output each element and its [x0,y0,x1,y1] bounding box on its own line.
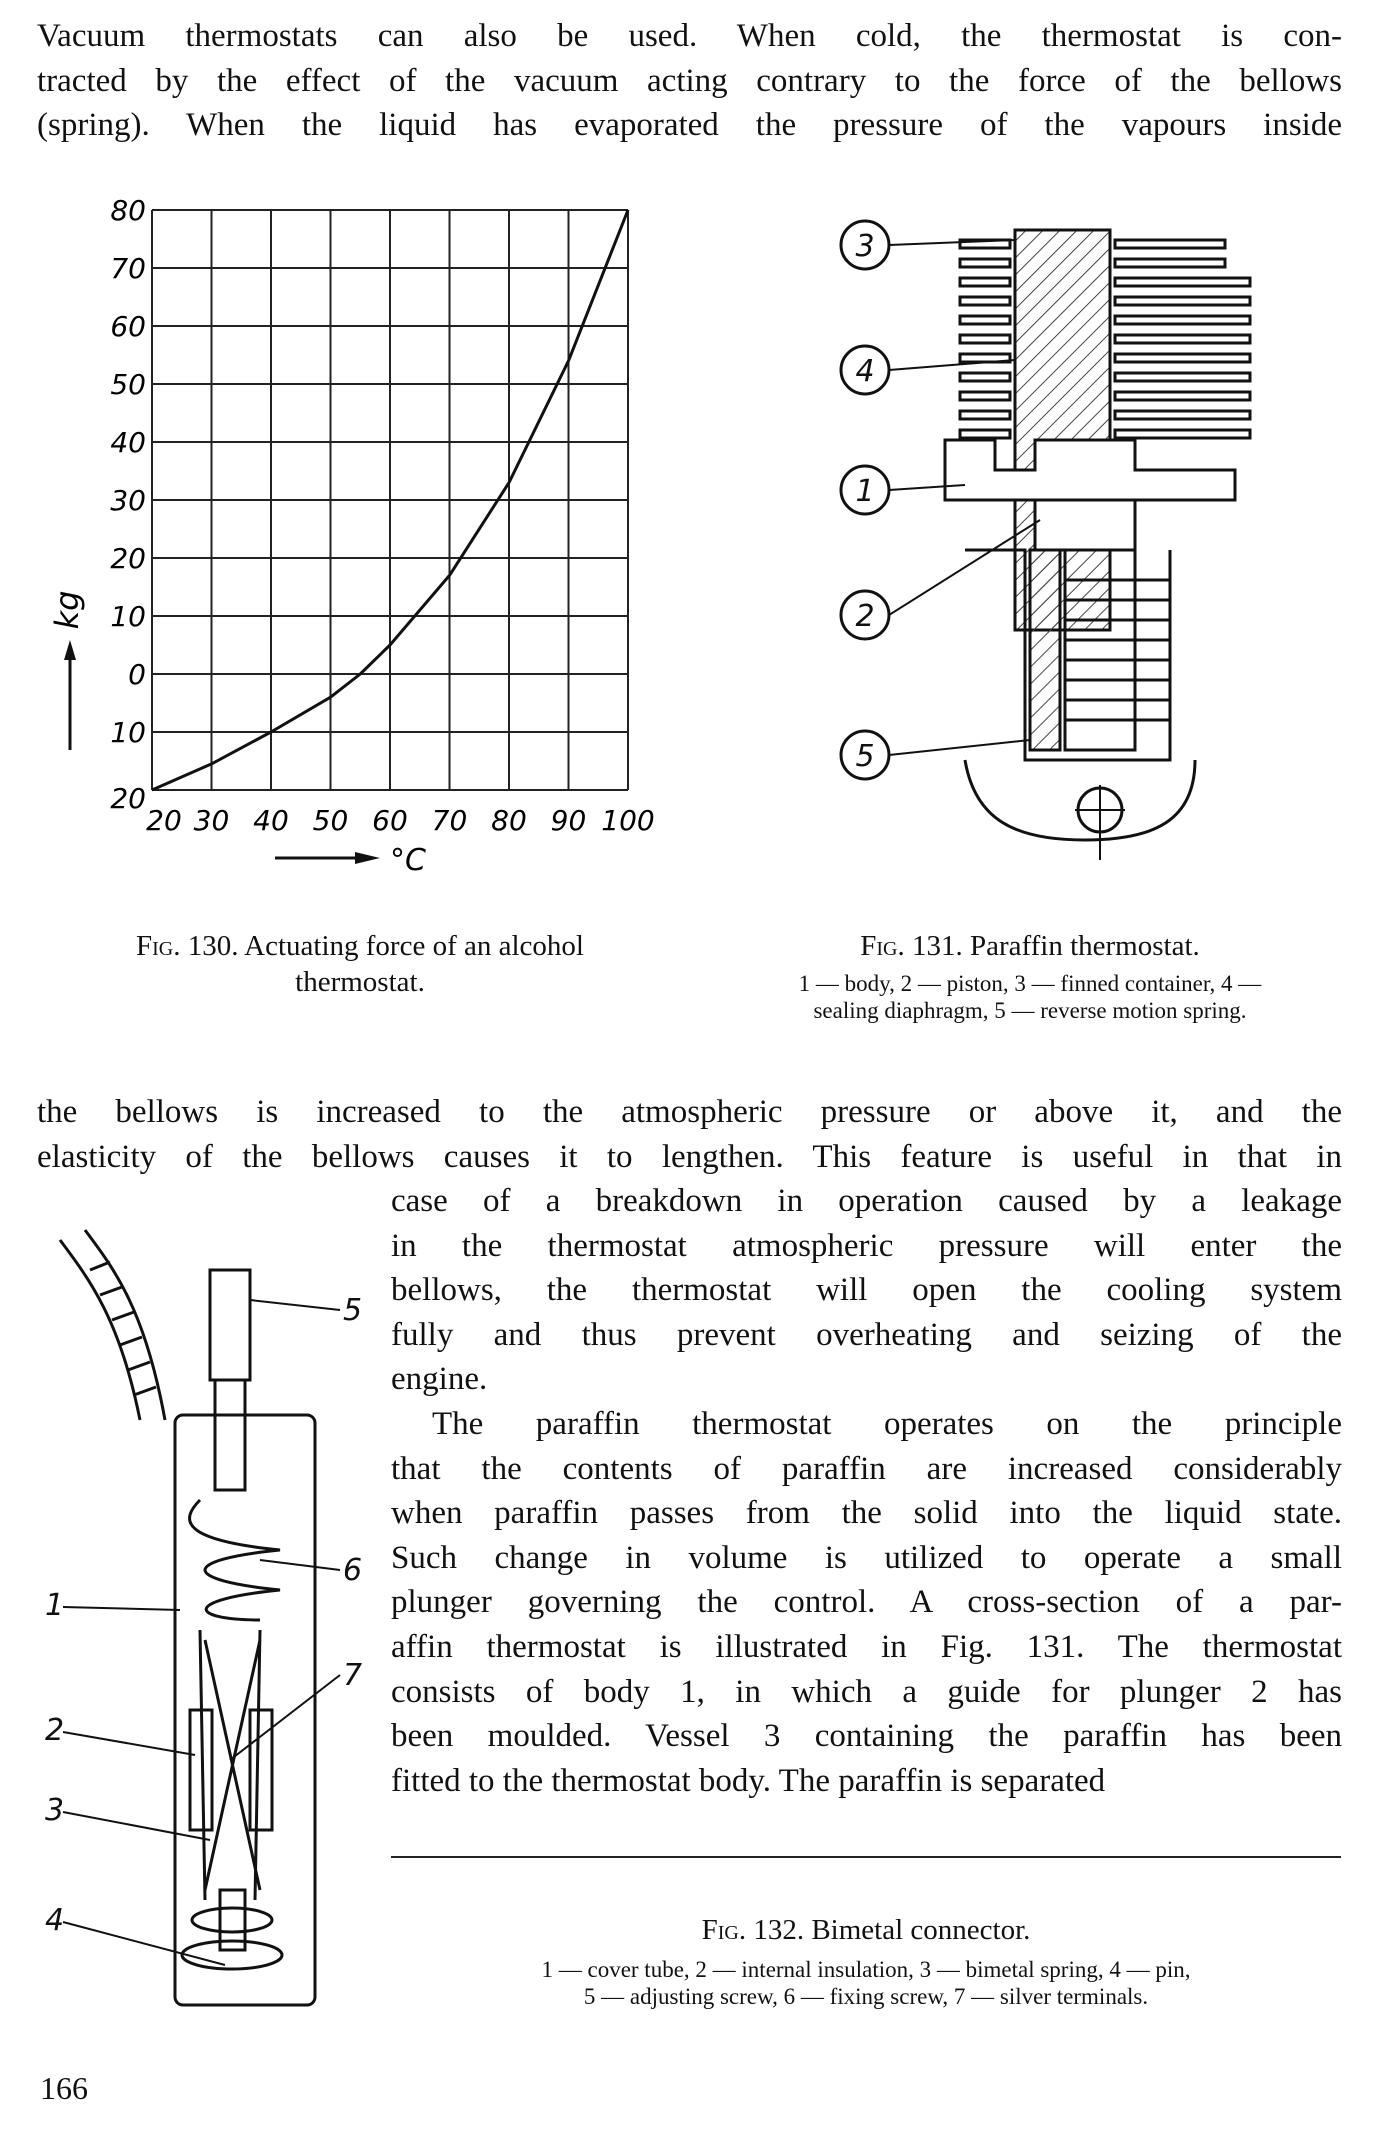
fig131-caption: Fig. 131. Paraffin thermostat. [700,928,1360,964]
callout-leader [62,1921,226,1966]
x-tick-label: 100 [601,804,654,837]
callout-number: 1 [45,1588,64,1623]
fig131-legend-1: 1 — body, 2 — piston, 3 — finned contain… [798,971,1262,996]
y-tick-label: 20 [110,542,146,575]
y-tick-label: 10 [110,600,146,633]
callout-leader [229,1674,341,1761]
callout-leader [888,519,1041,616]
callout-circle [839,589,891,641]
text-line: Vacuum thermostats can also be used. Whe… [37,18,1342,54]
fig132-label: Fig. 132. [701,1914,805,1946]
callout-leader [888,484,966,491]
fig132-legend-1: 1 — cover tube, 2 — internal insulation,… [541,1957,1191,1982]
y-tick-label: 30 [110,484,146,517]
callout-number: 2 [45,1713,64,1748]
fig132-text: Bimetal connector. [811,1914,1031,1946]
x-tick-label: 70 [432,804,468,837]
y-axis-label: kg [48,591,86,630]
fig132-bimetal-connector-drawing: 5 6 1 7 2 3 4 [45,1229,362,2007]
figure-divider-rule [391,1856,1341,1858]
text-line: consists of body 1, in which a guide for… [391,1673,1342,1710]
text-line: elasticity of the bellows causes it to l… [37,1138,1342,1175]
text-line: The paraffin thermostat operates on the … [432,1406,1342,1442]
callout-number: 5 [343,1293,362,1328]
callout-circle [839,464,891,516]
page-number: 166 [40,2070,88,2106]
callout-number: 1 [855,474,874,509]
text-line: when paraffin passes from the solid into… [391,1495,1342,1532]
y-tick-label: 70 [110,252,146,285]
fig131-paraffin-thermostat-drawing: 3 4 1 2 5 [839,219,1252,860]
text-line: fully and thus prevent overheating and s… [391,1316,1342,1353]
fig132-legend-2: 5 — adjusting screw, 6 — fixing screw, 7… [583,1984,1149,2009]
fig130-chart: 20 30 40 50 60 70 80 90 100201001020304050607080… [48,194,655,878]
callout-number: 5 [855,739,874,774]
x-tick-label: 30 [194,804,230,837]
fig130-label: Fig. 130. [136,930,239,962]
text-line: case of a breakdown in operation caused … [391,1183,1342,1219]
y-tick-label: 20 [110,782,146,815]
y-tick-label: 80 [110,194,146,227]
callout-leader [259,1559,341,1571]
callout-circle [839,729,891,781]
callout-number: 4 [855,354,874,389]
callout-leader [62,1606,181,1611]
text-line: fitted to the thermostat body. The paraf… [391,1762,1106,1799]
x-axis-arrowhead [355,852,380,864]
text-line: affin thermostat is illustrated in Fig. … [391,1629,1342,1665]
fig131-label: Fig. 131. [860,930,963,962]
x-tick-label: 90 [551,804,587,837]
text-line: Such change in volume is utilized to ope… [391,1539,1342,1576]
text-line: plunger governing the control. A cross-s… [391,1584,1342,1621]
callout-number: 3 [45,1793,64,1828]
callout-number: 6 [343,1553,362,1588]
y-tick-label: 40 [110,426,146,459]
callout-number: 2 [855,599,874,634]
text-line: that the contents of paraffin are increa… [391,1450,1342,1487]
callout-leader [62,1811,211,1841]
callout-number: 3 [855,229,874,264]
text-line: engine. [391,1361,488,1398]
x-axis-label: °C [390,843,426,878]
callout-circle [839,219,891,271]
fig130-text-2: thermostat. [295,966,425,998]
callout-leader [888,239,1016,246]
fig131-text: Paraffin thermostat. [969,930,1200,962]
fig131-legend: 1 — body, 2 — piston, 3 — finned contain… [700,970,1360,1024]
y-tick-label: 60 [110,310,146,343]
callout-leader [888,739,1031,756]
text-line: in the thermostat atmospheric pressure w… [391,1227,1342,1264]
force-curve [151,209,630,792]
fig130-caption: Fig. 130. Actuating force of an alcohol … [40,928,680,1000]
fig130-text-1: Actuating force of an alcohol [244,930,584,962]
text-line: the bellows is increased to the atmosphe… [37,1094,1342,1130]
x-tick-label: 40 [253,804,289,837]
y-tick-label: 0 [128,658,146,691]
fig132-caption: Fig. 132. Bimetal connector. [391,1912,1341,1948]
callout-leader [249,1299,341,1311]
callout-number: 4 [45,1903,64,1938]
text-line: bellows, the thermostat will open the co… [391,1272,1342,1309]
text-line: been moulded. Vessel 3 containing the pa… [391,1718,1342,1755]
fig132-legend: 1 — cover tube, 2 — internal insulation,… [391,1956,1341,2010]
x-tick-label: 50 [313,804,349,837]
x-tick-label: 80 [491,804,527,837]
fig131-legend-2: sealing diaphragm, 5 — reverse motion sp… [813,998,1247,1023]
text-line: (spring). When the liquid has evaporated… [37,107,1342,144]
callout-leader [888,359,1016,371]
callout-circle [839,344,891,396]
text-line: tracted by the effect of the vacuum acti… [37,62,1342,99]
y-axis-arrowhead [64,640,76,660]
callout-number: 7 [343,1658,362,1693]
x-tick-label: 20 [146,804,182,837]
x-tick-label: 60 [372,804,408,837]
callout-leader [62,1731,196,1756]
y-tick-label: 50 [110,368,146,401]
y-tick-label: 10 [110,716,146,749]
